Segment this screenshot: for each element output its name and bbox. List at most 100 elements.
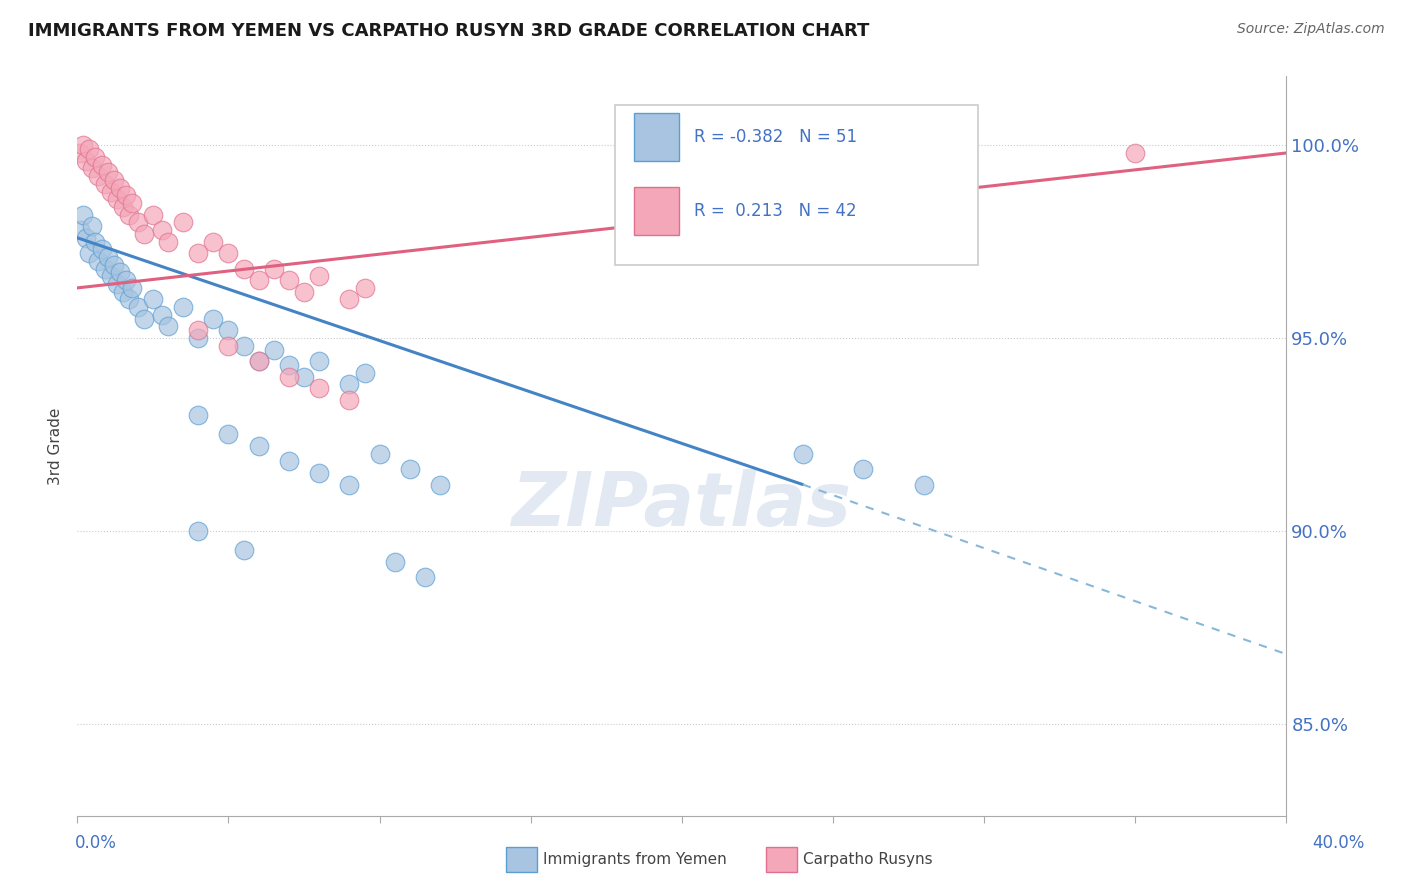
Text: 40.0%: 40.0% — [1312, 834, 1365, 852]
Point — [218, 323, 240, 337]
Point — [912, 477, 935, 491]
Point — [218, 246, 240, 260]
Text: R = -0.382   N = 51: R = -0.382 N = 51 — [695, 128, 858, 145]
Point — [187, 331, 209, 345]
Point — [114, 273, 136, 287]
Point — [111, 200, 134, 214]
Point — [105, 277, 128, 291]
Point — [111, 285, 134, 299]
Point — [852, 462, 875, 476]
Point — [278, 358, 301, 372]
Text: Immigrants from Yemen: Immigrants from Yemen — [543, 853, 727, 867]
Point — [187, 524, 209, 538]
Point — [105, 192, 128, 206]
Point — [69, 145, 91, 160]
Point — [157, 319, 180, 334]
Point — [93, 177, 115, 191]
Point — [202, 311, 225, 326]
Point — [353, 366, 375, 380]
Point — [93, 261, 115, 276]
Point — [150, 308, 173, 322]
Point — [202, 235, 225, 249]
Point — [308, 381, 330, 395]
Point — [127, 300, 149, 314]
Text: R =  0.213   N = 42: R = 0.213 N = 42 — [695, 202, 856, 219]
Point — [247, 273, 270, 287]
Point — [232, 339, 254, 353]
Point — [187, 246, 209, 260]
Point — [232, 543, 254, 558]
Point — [247, 439, 270, 453]
Point — [72, 208, 94, 222]
Point — [90, 243, 112, 257]
Point — [429, 477, 451, 491]
Point — [82, 161, 104, 176]
Text: Carpatho Rusyns: Carpatho Rusyns — [803, 853, 932, 867]
Point — [172, 300, 194, 314]
Point — [218, 427, 240, 442]
Bar — [634, 112, 679, 161]
Point — [247, 354, 270, 368]
Point — [337, 477, 360, 491]
Bar — [634, 187, 679, 235]
Point — [103, 258, 125, 272]
Point — [100, 269, 122, 284]
Point — [132, 227, 155, 241]
Point — [118, 208, 141, 222]
Point — [72, 138, 94, 153]
Point — [308, 354, 330, 368]
Point — [263, 261, 285, 276]
Point — [337, 293, 360, 307]
Point — [84, 150, 107, 164]
Point — [150, 223, 173, 237]
Point — [792, 447, 814, 461]
Point — [121, 281, 143, 295]
Point — [1123, 145, 1146, 160]
Point — [87, 253, 110, 268]
Point — [82, 219, 104, 234]
Point — [337, 392, 360, 407]
Point — [337, 377, 360, 392]
Point — [132, 311, 155, 326]
Point — [96, 250, 118, 264]
Point — [353, 281, 375, 295]
Point — [308, 269, 330, 284]
Point — [413, 570, 436, 584]
Point — [69, 223, 91, 237]
Point — [103, 173, 125, 187]
Point — [96, 165, 118, 179]
Point — [114, 188, 136, 202]
Point — [308, 466, 330, 480]
Point — [232, 261, 254, 276]
Point — [79, 142, 101, 156]
Point — [127, 215, 149, 229]
Point — [399, 462, 422, 476]
Point — [100, 185, 122, 199]
Point — [118, 293, 141, 307]
Point — [172, 215, 194, 229]
Point — [84, 235, 107, 249]
Point — [278, 369, 301, 384]
Point — [368, 447, 391, 461]
Point — [79, 246, 101, 260]
Point — [142, 208, 165, 222]
Point — [108, 180, 131, 194]
Point — [75, 231, 97, 245]
Point — [75, 153, 97, 168]
Point — [278, 454, 301, 468]
Point — [292, 285, 315, 299]
Point — [157, 235, 180, 249]
Point — [142, 293, 165, 307]
Text: 0.0%: 0.0% — [75, 834, 117, 852]
Point — [90, 157, 112, 171]
Point — [292, 369, 315, 384]
Point — [187, 408, 209, 422]
Text: IMMIGRANTS FROM YEMEN VS CARPATHO RUSYN 3RD GRADE CORRELATION CHART: IMMIGRANTS FROM YEMEN VS CARPATHO RUSYN … — [28, 22, 869, 40]
Point — [384, 555, 406, 569]
Bar — [616, 105, 979, 265]
Point — [278, 273, 301, 287]
Text: ZIPatlas: ZIPatlas — [512, 468, 852, 541]
Point — [87, 169, 110, 183]
Point — [121, 196, 143, 211]
Point — [187, 323, 209, 337]
